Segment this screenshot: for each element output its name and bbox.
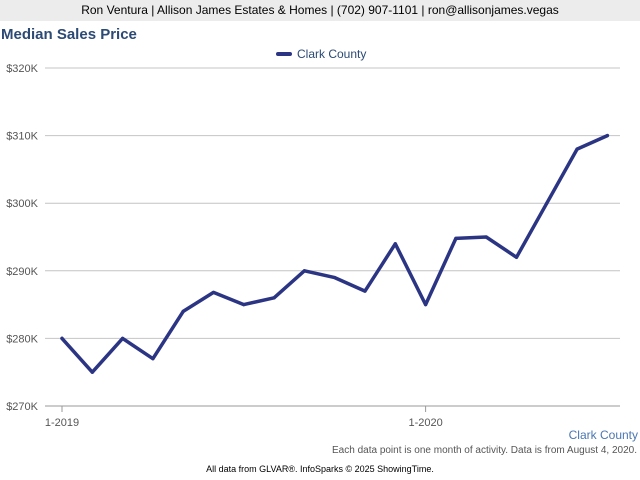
legend-label: Clark County [297, 47, 367, 61]
y-tick-label: $280K [6, 333, 38, 345]
y-tick-label: $270K [6, 401, 38, 413]
data-point [90, 370, 94, 374]
y-tick-label: $320K [6, 63, 38, 75]
series-footer-label: Clark County [568, 428, 638, 442]
data-point [514, 255, 519, 259]
x-tick-label: 1-2020 [408, 417, 442, 429]
legend[interactable]: Clark County [276, 46, 366, 62]
data-point [302, 269, 306, 273]
data-credit: All data from GLVAR®. InfoSparks © 2025 … [206, 464, 434, 474]
data-point [454, 236, 458, 240]
chart-title: Median Sales Price [1, 26, 137, 43]
data-point [151, 357, 155, 361]
data-point [545, 201, 549, 205]
data-point [393, 242, 397, 246]
data-note: Each data point is one month of activity… [332, 445, 637, 456]
y-tick-label: $300K [6, 198, 38, 210]
y-tick-label: $310K [6, 131, 38, 143]
contact-banner: Ron Ventura | Allison James Estates & Ho… [0, 0, 640, 21]
data-point [484, 235, 488, 239]
data-point [121, 336, 125, 340]
data-point [60, 336, 64, 340]
data-point [333, 275, 337, 280]
data-point [363, 289, 367, 293]
contact-text: Ron Ventura | Allison James Estates & Ho… [81, 3, 559, 17]
series-line [60, 133, 610, 374]
data-point [242, 303, 246, 307]
x-tick-label: 1-2019 [45, 417, 79, 429]
data-point [575, 147, 579, 151]
data-point [424, 303, 428, 307]
data-point [181, 309, 185, 313]
y-tick-label: $290K [6, 266, 38, 278]
data-point [211, 290, 216, 295]
legend-swatch [276, 52, 292, 56]
data-point [605, 134, 610, 138]
data-point [272, 296, 276, 300]
